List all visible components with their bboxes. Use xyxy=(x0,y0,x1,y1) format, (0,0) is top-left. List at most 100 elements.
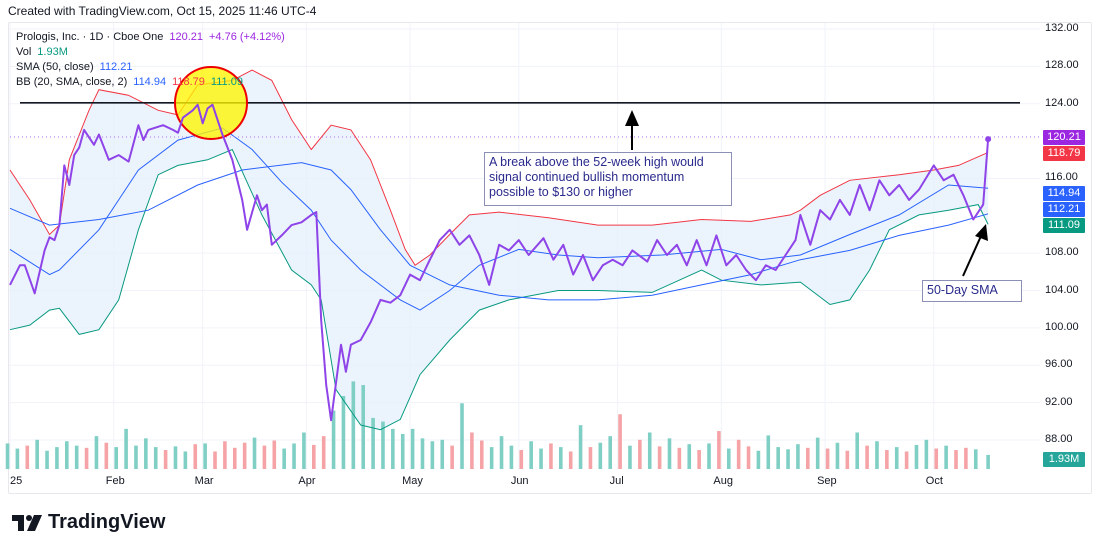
volume-bar xyxy=(865,445,869,469)
bb-upper-line xyxy=(9,69,989,267)
volume-bar xyxy=(667,438,672,469)
price-tick-label: 116.00 xyxy=(1045,171,1078,184)
volume-bar xyxy=(717,431,721,469)
volume-bar xyxy=(756,450,761,469)
volume-bar xyxy=(825,448,830,469)
price-tick-label: 96.00 xyxy=(1045,358,1073,371)
volume-bar xyxy=(746,446,751,469)
bb-upper-value: 118.79 xyxy=(172,76,205,88)
time-tick-label: Jun xyxy=(510,475,529,487)
tradingview-logo[interactable]: TradingView xyxy=(12,511,165,534)
volume-bar xyxy=(5,443,10,469)
volume-bar xyxy=(559,447,563,469)
time-tick-label: Feb xyxy=(105,475,125,487)
volume-bar xyxy=(321,436,326,469)
volume-bar xyxy=(539,448,543,469)
volume-bar xyxy=(588,447,593,469)
volume-bar xyxy=(489,447,494,469)
volume-bar xyxy=(647,432,652,469)
sma-label[interactable]: SMA (50, close) xyxy=(16,61,94,73)
volume-bar xyxy=(519,450,524,469)
price-change: +4.76 (+4.12%) xyxy=(209,31,285,43)
bb-lower-line xyxy=(9,148,989,431)
volume-bar xyxy=(440,439,445,469)
last-price: 120.21 xyxy=(169,31,203,43)
volume-bar xyxy=(973,449,978,469)
chart-legend: Prologis, Inc. · 1D · Cboe One 120.21 +4.7… xyxy=(16,30,291,90)
highlight-circle xyxy=(174,66,248,140)
volume-bar xyxy=(628,445,632,469)
bb-basis-value: 114.94 xyxy=(133,76,167,88)
time-tick-label: Aug xyxy=(713,475,733,487)
price-tick-label: 88.00 xyxy=(1045,432,1073,445)
bb-lower-value: 111.09 xyxy=(210,76,243,88)
volume-bar xyxy=(499,436,504,469)
volume-bar xyxy=(292,443,296,469)
volume-bar xyxy=(312,444,316,469)
volume-bar xyxy=(65,441,69,469)
volume-bar xyxy=(608,436,613,469)
time-tick-label: Sep xyxy=(817,475,837,487)
volume-bar xyxy=(134,445,138,469)
symbol-label[interactable]: Prologis, Inc. · 1D · Cboe One xyxy=(16,31,164,43)
volume-bar xyxy=(450,445,454,469)
vol-value: 1.93M xyxy=(37,46,68,58)
volume-bar xyxy=(598,442,603,469)
volume-bar xyxy=(904,451,909,469)
volume-bar xyxy=(55,447,59,469)
volume-bar xyxy=(549,443,553,469)
volume-bar xyxy=(944,445,948,469)
volume-bar xyxy=(460,403,464,469)
bb-label[interactable]: BB (20, SMA, close, 2) xyxy=(16,76,128,88)
chart-pane[interactable] xyxy=(8,22,1092,494)
last-price-dot xyxy=(985,136,992,143)
volume-bar xyxy=(25,445,30,469)
volume-bar xyxy=(986,454,990,469)
price-tick-label: 104.00 xyxy=(1045,283,1079,296)
volume-bar xyxy=(252,437,257,469)
volume-bar xyxy=(420,438,425,469)
volume-bar xyxy=(568,451,573,469)
volume-bar xyxy=(381,421,385,469)
volume-bar xyxy=(242,442,247,469)
volume-bar xyxy=(885,450,889,469)
volume-bar xyxy=(697,450,701,469)
volume-bar xyxy=(924,439,929,469)
volume-bar xyxy=(509,445,514,469)
bb-fill-area xyxy=(10,70,989,430)
volume-bar xyxy=(410,428,415,469)
bollinger-bands xyxy=(10,70,989,430)
volume-bar xyxy=(282,448,286,469)
volume-bar xyxy=(806,447,810,469)
price-tick-label: 124.00 xyxy=(1045,96,1079,109)
volume-bar xyxy=(45,450,49,469)
close-line-group xyxy=(9,103,992,422)
volume-bar xyxy=(371,417,375,469)
time-tick-label: May xyxy=(402,475,423,487)
time-tick-label: Jul xyxy=(609,475,624,487)
volume-bar xyxy=(232,447,237,469)
volume-bar xyxy=(35,439,39,469)
volume-bar xyxy=(351,381,356,469)
volume-bar xyxy=(15,448,20,469)
volume-bar xyxy=(104,442,109,469)
bb-upper-tag: 118.79 xyxy=(1043,146,1085,161)
volume-bar xyxy=(341,396,346,469)
volume-bar xyxy=(796,444,800,469)
time-tick-label: 25 xyxy=(10,475,23,487)
volume-bar xyxy=(786,449,790,469)
up-arrow-icon xyxy=(625,110,639,150)
volume-bar xyxy=(776,447,780,469)
volume-bar xyxy=(845,450,850,469)
volume-bar xyxy=(74,445,79,469)
volume-bar xyxy=(954,450,958,469)
vol-label[interactable]: Vol xyxy=(16,46,32,58)
bb-basis-line xyxy=(9,127,989,311)
volume-bar xyxy=(618,414,622,469)
volume-bar xyxy=(430,441,435,469)
sma-value: 112.21 xyxy=(99,61,133,73)
volume-bar xyxy=(302,432,306,469)
indicator-lines xyxy=(9,69,989,431)
volume-bar xyxy=(262,445,267,469)
